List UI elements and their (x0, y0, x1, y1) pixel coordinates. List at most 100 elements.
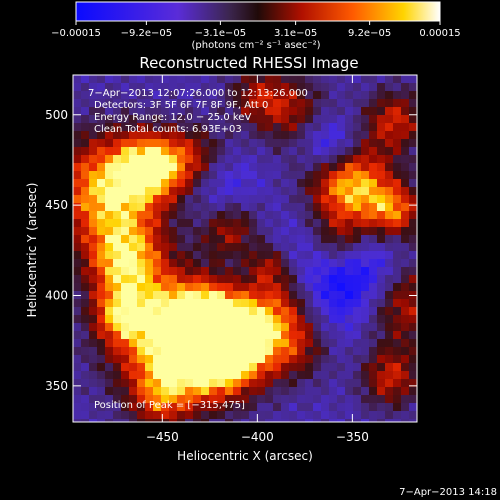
heatmap-cell (409, 299, 417, 307)
heatmap-cell (177, 195, 185, 203)
heatmap-cell (177, 99, 185, 107)
heatmap-cell (257, 371, 265, 379)
heatmap-cell (145, 387, 153, 395)
heatmap-cell (345, 75, 353, 83)
heatmap-cell (337, 315, 345, 323)
heatmap-cell (353, 195, 361, 203)
heatmap-cell (217, 155, 225, 163)
heatmap-cell (273, 259, 281, 267)
heatmap-cell (321, 259, 329, 267)
heatmap-cell (225, 107, 233, 115)
heatmap-cell (393, 139, 401, 147)
heatmap-cell (337, 147, 345, 155)
heatmap-cell (73, 299, 81, 307)
heatmap-cell (321, 379, 329, 387)
heatmap-cell (121, 227, 129, 235)
heatmap-cell (81, 339, 89, 347)
heatmap-cell (73, 107, 81, 115)
heatmap-cell (81, 227, 89, 235)
heatmap-cell (217, 419, 225, 422)
heatmap-cell (129, 147, 137, 155)
heatmap-cell (273, 163, 281, 171)
heatmap-cell (129, 171, 137, 179)
heatmap-cell (281, 235, 289, 243)
heatmap-cell (121, 187, 129, 195)
heatmap-cell (265, 403, 273, 411)
heatmap-cell (209, 339, 217, 347)
heatmap-cell (249, 299, 257, 307)
heatmap-cell (353, 83, 361, 91)
heatmap-cell (369, 91, 377, 99)
heatmap-cell (89, 195, 97, 203)
heatmap-cell (121, 299, 129, 307)
heatmap-cell (209, 403, 217, 411)
heatmap-cell (185, 235, 193, 243)
heatmap-cell (193, 283, 201, 291)
heatmap-cell (121, 259, 129, 267)
heatmap-cell (385, 275, 393, 283)
heatmap-cell (273, 227, 281, 235)
heatmap-cell (193, 203, 201, 211)
heatmap-cell (345, 163, 353, 171)
heatmap-cell (345, 275, 353, 283)
colorbar-tick-label: 9.2e−05 (348, 28, 391, 39)
heatmap-cell (233, 75, 241, 83)
heatmap-cell (177, 331, 185, 339)
heatmap-cell (145, 211, 153, 219)
heatmap-cell (385, 331, 393, 339)
heatmap-cell (145, 243, 153, 251)
heatmap-cell (209, 291, 217, 299)
heatmap-cell (89, 99, 97, 107)
heatmap-cell (409, 323, 417, 331)
heatmap-cell (73, 331, 81, 339)
heatmap-cell (321, 203, 329, 211)
heatmap-cell (345, 243, 353, 251)
heatmap-cell (201, 363, 209, 371)
heatmap-cell (313, 139, 321, 147)
heatmap-cell (201, 267, 209, 275)
heatmap-cell (321, 339, 329, 347)
heatmap-cell (233, 259, 241, 267)
heatmap-cell (81, 155, 89, 163)
heatmap-cell (225, 315, 233, 323)
x-tick-label: −450 (146, 430, 179, 444)
heatmap-cell (185, 115, 193, 123)
heatmap-cell (257, 299, 265, 307)
heatmap-cell (337, 83, 345, 91)
heatmap-cell (121, 203, 129, 211)
heatmap-cell (161, 219, 169, 227)
heatmap-cell (105, 267, 113, 275)
heatmap-cell (321, 299, 329, 307)
heatmap-cell (265, 419, 273, 422)
heatmap-cell (185, 315, 193, 323)
heatmap-cell (137, 331, 145, 339)
heatmap-cell (177, 83, 185, 91)
heatmap-cell (209, 123, 217, 131)
heatmap-cell (217, 387, 225, 395)
heatmap-cell (377, 235, 385, 243)
heatmap-cell (217, 75, 225, 83)
heatmap-cell (241, 83, 249, 91)
heatmap-cell (89, 211, 97, 219)
heatmap-cell (377, 75, 385, 83)
heatmap-cell (89, 315, 97, 323)
heatmap-cell (241, 219, 249, 227)
heatmap-cell (353, 243, 361, 251)
heatmap-cell (297, 115, 305, 123)
heatmap-cell (81, 83, 89, 91)
heatmap-cell (361, 323, 369, 331)
heatmap-cell (409, 339, 417, 347)
heatmap-cell (297, 267, 305, 275)
heatmap-cell (305, 315, 313, 323)
heatmap-cell (177, 387, 185, 395)
heatmap-cell (185, 99, 193, 107)
heatmap-cell (121, 123, 129, 131)
heatmap-cell (73, 315, 81, 323)
heatmap-cell (225, 179, 233, 187)
heatmap-cell (401, 203, 409, 211)
heatmap-cell (321, 387, 329, 395)
heatmap-cell (233, 347, 241, 355)
heatmap-cell (393, 331, 401, 339)
heatmap-cell (89, 203, 97, 211)
heatmap-cell (81, 355, 89, 363)
